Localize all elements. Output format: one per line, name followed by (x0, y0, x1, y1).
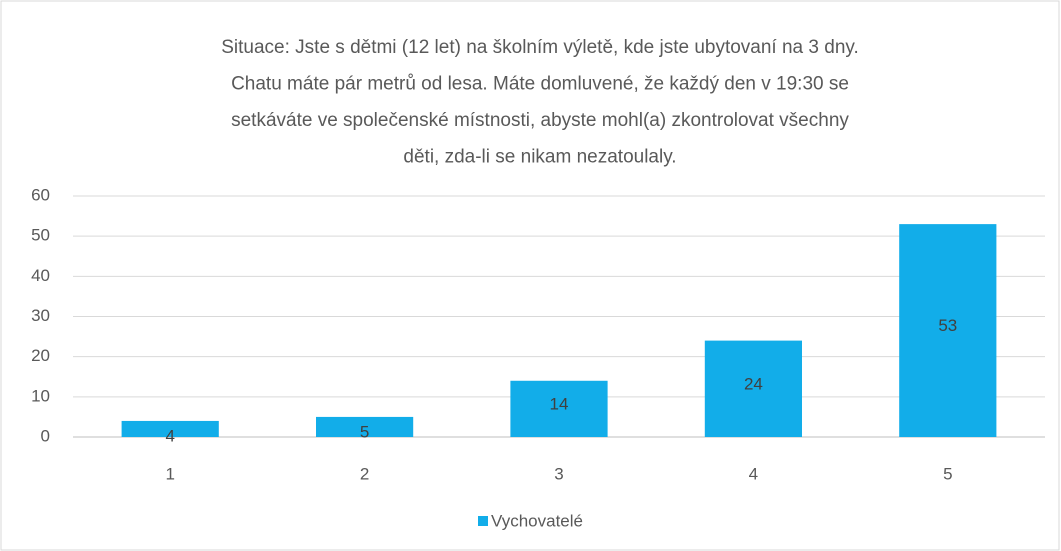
x-tick-label: 5 (943, 464, 952, 483)
data-label: 53 (938, 316, 957, 335)
chart-title: Situace: Jste s dětmi (12 let) na školní… (221, 37, 859, 58)
data-label: 24 (744, 374, 763, 393)
chart-title: Chatu máte pár metrů od lesa. Máte domlu… (231, 74, 849, 95)
chart-title: setkáváte ve společenské místnosti, abys… (231, 110, 849, 131)
data-label: 4 (165, 426, 174, 445)
y-tick-label: 30 (31, 306, 50, 325)
y-tick-label: 10 (31, 386, 50, 405)
data-label: 14 (550, 394, 569, 413)
bar (899, 224, 997, 437)
x-tick-label: 1 (165, 464, 174, 483)
chart-title: děti, zda-li se nikam nezatoulaly. (403, 147, 676, 168)
legend-label: Vychovatelé (491, 511, 583, 530)
bar (121, 420, 219, 437)
bar (704, 340, 802, 437)
y-tick-label: 60 (31, 185, 50, 204)
bar (510, 380, 608, 437)
x-tick-label: 2 (360, 464, 369, 483)
data-label: 5 (360, 422, 369, 441)
y-tick-label: 40 (31, 266, 50, 285)
bar (316, 416, 414, 437)
y-tick-label: 20 (31, 346, 50, 365)
x-tick-label: 3 (554, 464, 563, 483)
legend-swatch (478, 516, 488, 526)
y-tick-label: 50 (31, 226, 50, 245)
x-tick-label: 4 (749, 464, 758, 483)
y-tick-label: 0 (41, 426, 50, 445)
